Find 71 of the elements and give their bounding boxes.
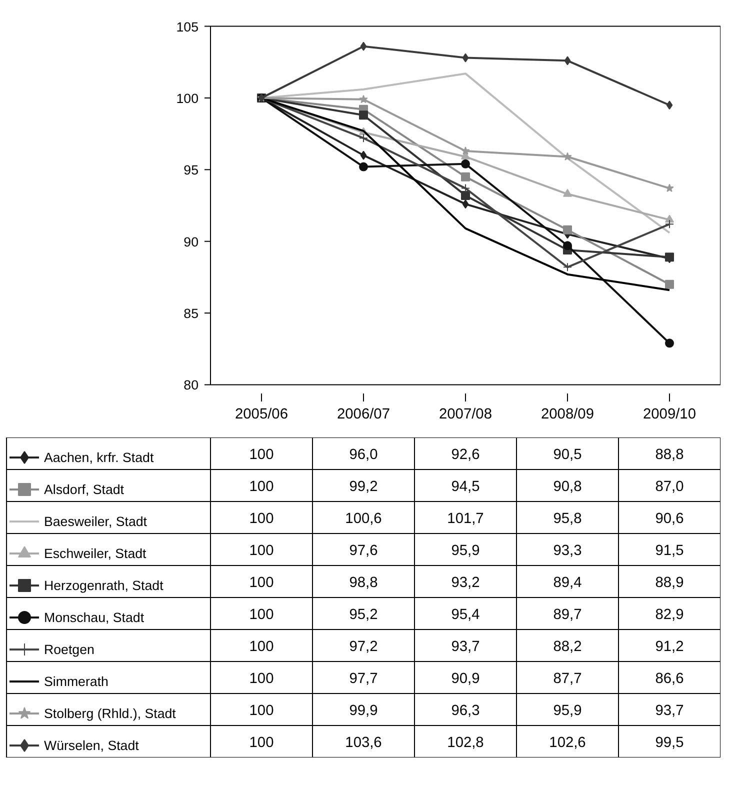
data-label: 103,6 [345, 735, 382, 751]
y-tick-label: 90 [184, 234, 199, 250]
data-label: 100 [249, 607, 274, 623]
data-label: 90,5 [553, 447, 582, 463]
legend-label: Roetgen [44, 640, 94, 659]
data-label: 93,2 [451, 575, 480, 591]
data-label: 90,8 [553, 479, 582, 495]
data-label: 88,9 [655, 575, 684, 591]
data-label: 100 [249, 511, 274, 527]
y-tick-label: 105 [176, 19, 199, 34]
data-label: 95,9 [553, 703, 582, 719]
x-tick-label: 2005/06 [235, 406, 288, 422]
legend-label: Würselen, Stadt [44, 736, 139, 754]
x-tick-label: 2009/10 [643, 406, 696, 422]
data-label: 87,0 [655, 479, 684, 495]
data-label: 100 [249, 479, 274, 495]
data-label: 100 [249, 671, 274, 687]
data-label: 90,9 [451, 671, 480, 687]
data-label: 95,2 [349, 607, 378, 623]
y-tick-label: 80 [184, 378, 199, 393]
data-label: 93,7 [451, 639, 480, 655]
data-label: 93,3 [553, 543, 582, 559]
data-label: 94,5 [451, 479, 480, 495]
x-tick-label: 2007/08 [439, 406, 492, 422]
data-label: 99,5 [655, 735, 684, 751]
x-tick-label: 2006/07 [337, 406, 390, 422]
legend-label: Baesweiler, Stadt [44, 512, 147, 530]
data-label: 91,2 [655, 639, 684, 655]
data-label: 102,6 [549, 735, 586, 751]
y-tick-label: 85 [184, 306, 199, 322]
data-label: 100 [249, 735, 274, 751]
data-label: 97,7 [349, 671, 378, 687]
legend-label: Alsdorf, Stadt [44, 480, 124, 498]
data-label: 95,9 [451, 543, 480, 559]
data-label: 95,8 [553, 511, 582, 527]
data-label: 82,9 [655, 607, 684, 623]
legend-label: Herzogenrath, Stadt [44, 576, 164, 595]
data-label: 88,2 [553, 639, 582, 655]
data-label: 90,6 [655, 511, 684, 527]
data-label: 97,6 [349, 543, 378, 559]
data-label: 98,8 [349, 575, 378, 591]
legend-label: Monschau, Stadt [44, 608, 144, 626]
legend-label: Aachen, krfr. Stadt [44, 448, 154, 466]
data-label: 89,7 [553, 607, 582, 623]
data-label: 100 [249, 703, 274, 719]
y-tick-label: 95 [184, 162, 199, 178]
data-label: 92,6 [451, 447, 480, 463]
data-label: 93,7 [655, 703, 684, 719]
data-label: 100,6 [345, 511, 382, 527]
x-tick-label: 2008/09 [541, 406, 594, 422]
data-label: 87,7 [553, 671, 582, 687]
data-label: 101,7 [447, 511, 484, 527]
data-label: 96,3 [451, 703, 480, 719]
data-label: 102,8 [447, 735, 484, 751]
data-label: 100 [249, 575, 274, 591]
legend-label: Simmerath [44, 672, 108, 690]
data-label: 100 [249, 447, 274, 463]
data-label: 97,2 [349, 639, 378, 655]
data-label: 88,8 [655, 447, 684, 463]
y-tick-label: 100 [176, 90, 199, 106]
legend-label: Eschweiler, Stadt [44, 544, 146, 562]
data-label: 100 [249, 639, 274, 655]
data-label: 95,4 [451, 607, 480, 623]
data-label: 96,0 [349, 447, 378, 463]
data-label: 99,2 [349, 479, 378, 495]
legend-label: Stolberg (Rhld.), Stadt [44, 704, 176, 723]
data-label: 86,6 [655, 671, 684, 687]
data-label: 91,5 [655, 543, 684, 559]
data-label: 99,9 [349, 703, 378, 719]
data-label: 89,4 [553, 575, 582, 591]
data-label: 100 [249, 543, 274, 559]
